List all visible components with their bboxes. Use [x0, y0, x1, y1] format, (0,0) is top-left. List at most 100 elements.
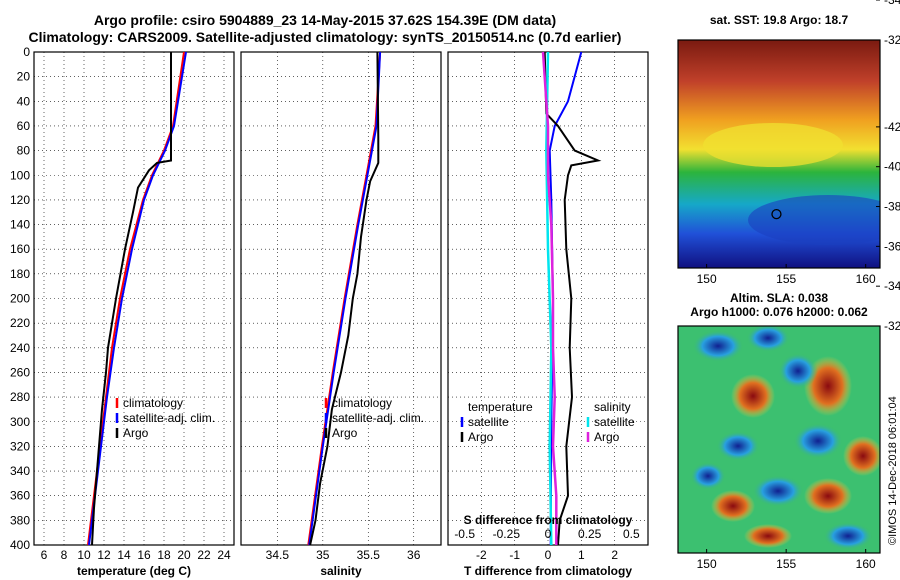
legend-label: satellite: [594, 415, 635, 429]
map-y-tick-label: -34: [884, 0, 900, 7]
legend-label: climatology: [123, 396, 183, 410]
series-line-satellite-adj-clim-: [308, 51, 382, 546]
legend-label: Argo: [332, 426, 358, 440]
map-x-tick-label: 155: [776, 272, 796, 286]
argo-location-marker: [771, 208, 782, 220]
title-line-1: Argo profile: csiro 5904889_23 14-May-20…: [93, 12, 557, 28]
series-line-t-argo: [543, 51, 602, 546]
sla-low-eddy: [692, 330, 744, 362]
y-tick-label: 200: [10, 292, 30, 306]
y-tick-label: 40: [17, 94, 31, 108]
legend-label: Argo: [123, 426, 149, 440]
sla-high-eddy: [731, 374, 775, 418]
map-x-tick-label: 150: [697, 557, 717, 571]
legend-label: satellite: [468, 415, 509, 429]
sla-low-eddy: [716, 431, 760, 461]
sst-map: [678, 40, 880, 268]
warm-band: [703, 123, 843, 167]
y-tick-label: 380: [10, 513, 30, 527]
y-tick-label: 220: [10, 316, 30, 330]
x-tick-label: 10: [77, 548, 91, 562]
map-x-tick-label: 155: [776, 557, 796, 571]
map-y-tick-label: -36: [884, 239, 900, 253]
sla-low-eddy: [690, 462, 726, 490]
x-tick-label: 35: [316, 548, 330, 562]
y-tick-label: 280: [10, 390, 30, 404]
sla-low-eddy: [778, 353, 818, 389]
y-tick-label: 60: [17, 119, 31, 133]
x2-tick-label: -0.25: [493, 527, 521, 541]
x-tick-label: 8: [61, 548, 68, 562]
legend-label: satellite-adj. clim.: [123, 411, 215, 425]
x-tick-label: 18: [157, 548, 171, 562]
x-tick-label: -2: [476, 548, 487, 562]
y-tick-label: 260: [10, 365, 30, 379]
y-tick-label: 100: [10, 168, 30, 182]
series-line-s-argo: [541, 51, 558, 545]
y-tick-label: 140: [10, 218, 30, 232]
x-tick-label: 16: [137, 548, 151, 562]
y-tick-label: 20: [17, 70, 31, 84]
sla-high-eddy: [711, 490, 755, 522]
x-tick-label: 6: [41, 548, 48, 562]
x-tick-label: 2: [611, 548, 618, 562]
y-tick-label: 120: [10, 193, 30, 207]
x-tick-label: 1: [578, 548, 585, 562]
y-tick-label: 0: [23, 45, 30, 59]
map-frame: [677, 325, 881, 554]
map-y-tick-label: -32: [884, 33, 900, 47]
legend-label: satellite-adj. clim.: [332, 411, 424, 425]
x-tick-label: 20: [177, 548, 191, 562]
legend-label: climatology: [332, 396, 392, 410]
sla-high-eddy: [744, 524, 792, 548]
y-tick-label: 160: [10, 242, 30, 256]
sla-low-eddy: [746, 326, 790, 352]
sla-high-eddy: [843, 436, 880, 476]
map-y-tick-label: -40: [884, 160, 900, 174]
x-tick-label: 34.5: [266, 548, 290, 562]
x-tick-label: 36: [407, 548, 421, 562]
sla-low-eddy: [752, 475, 804, 507]
sst-map-title: sat. SST: 19.8 Argo: 18.7: [710, 13, 849, 27]
series-line-satellite-adj-clim-: [88, 51, 187, 546]
x-tick-label: 14: [117, 548, 131, 562]
map-y-tick-label: -32: [884, 319, 900, 333]
sla-high-eddy: [804, 478, 852, 514]
x-axis-label: T difference from climatology: [464, 564, 632, 578]
cool-band: [748, 195, 880, 245]
x-tick-label: 35.5: [357, 548, 381, 562]
x2-tick-label: 0: [545, 527, 552, 541]
x-axis-label: salinity: [320, 564, 362, 578]
legend-title-temperature: temperature: [468, 400, 533, 414]
y-tick-label: 300: [10, 415, 30, 429]
x-axis-label: temperature (deg C): [77, 564, 191, 578]
series-line-argo: [91, 52, 172, 546]
legend-title-salinity: salinity: [594, 400, 631, 414]
sla-map-title: Altim. SLA: 0.038: [730, 291, 828, 305]
title-line-2: Climatology: CARS2009. Satellite-adjuste…: [28, 29, 622, 45]
map-frame: [677, 39, 881, 269]
y-tick-label: 340: [10, 464, 30, 478]
x-tick-label: 22: [197, 548, 211, 562]
series-line-s-satellite: [545, 51, 553, 546]
map-x-tick-label: 160: [856, 272, 876, 286]
x-tick-label: -1: [509, 548, 520, 562]
legend-label: Argo: [468, 430, 494, 444]
sla-field: [678, 326, 880, 553]
x-tick-label: 12: [97, 548, 111, 562]
map-y-tick-label: -38: [884, 200, 900, 214]
x2-tick-label: 0.25: [578, 527, 602, 541]
x2-tick-label: -0.5: [454, 527, 475, 541]
imos-timestamp: ©IMOS 14-Dec-2018 06:01:04: [887, 396, 899, 545]
y-tick-label: 360: [10, 489, 30, 503]
map-y-tick-label: -42: [884, 120, 900, 134]
x2-tick-label: 0.5: [623, 527, 640, 541]
map-x-tick-label: 160: [856, 557, 876, 571]
sla-map-subtitle: Argo h1000: 0.076 h2000: 0.062: [690, 305, 868, 319]
legend-label: Argo: [594, 430, 620, 444]
y-tick-label: 320: [10, 439, 30, 453]
map-y-tick-label: -34: [884, 279, 900, 293]
x-tick-label: 0: [545, 548, 552, 562]
sla-map: [678, 326, 880, 553]
